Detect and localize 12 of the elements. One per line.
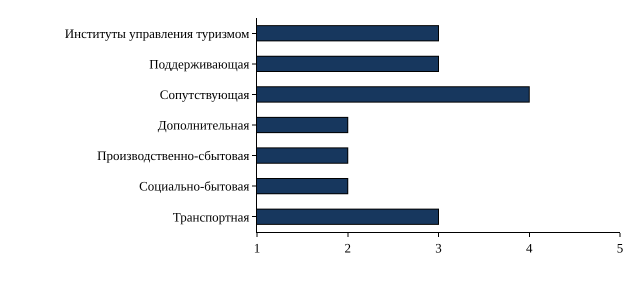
y-tick-label: Производственно-сбытовая (97, 148, 250, 164)
y-tick-label: Поддерживающая (149, 56, 250, 72)
y-tick-label: Институты управления туризмом (64, 26, 250, 41)
y-tick-label: Дополнительная (158, 118, 250, 133)
x-tick-label: 3 (435, 240, 442, 256)
x-tick-label: 1 (254, 240, 260, 256)
y-tick-label: Социально-бытовая (139, 178, 250, 194)
x-tick-label: 2 (344, 240, 351, 256)
y-tick-label: Транспортная (172, 209, 250, 224)
x-tick-label: 5 (616, 240, 624, 256)
x-tick-label: 4 (526, 240, 533, 256)
y-tick-label: Сопутствующая (160, 86, 250, 102)
